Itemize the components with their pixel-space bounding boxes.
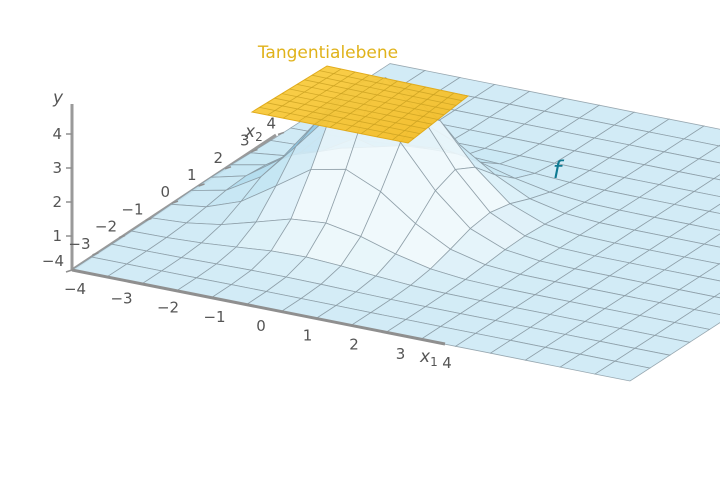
x1-axis-line xyxy=(71,268,446,346)
x1-tick-label: −2 xyxy=(157,299,179,317)
x1-tick-label: 3 xyxy=(396,345,406,363)
x2-tick-mark xyxy=(277,131,285,136)
x1-tick-label: 4 xyxy=(442,354,452,372)
x1-tick-label: −4 xyxy=(64,280,86,298)
tangent-plane-grid-line xyxy=(360,86,426,135)
x2-tick-mark xyxy=(92,252,99,256)
x1-tick-label: 2 xyxy=(349,336,359,354)
y-tick-label: 1 xyxy=(52,227,62,245)
x2-tick-mark xyxy=(198,183,205,187)
x2-tick-mark xyxy=(118,234,126,239)
x2-tick-label: 3 xyxy=(240,132,250,150)
tangent-plane-grid-line xyxy=(289,88,439,120)
x2-tick-label: 0 xyxy=(160,183,170,201)
x1-axis-title-main: x xyxy=(419,347,431,367)
surface-patch xyxy=(697,145,720,164)
x1-tick-label: 0 xyxy=(256,317,266,335)
tangent-plane-grid-line xyxy=(345,83,412,131)
tangent-plane-grid xyxy=(259,68,463,141)
x2-tick-label: 4 xyxy=(266,114,276,132)
x1-axis-ticks: −4 −3 −2 −1 0 1 2 3 4 xyxy=(64,280,452,372)
surface-patch xyxy=(708,203,720,214)
tangent-plane-grid-line xyxy=(319,70,463,102)
x2-tick-mark xyxy=(251,148,258,153)
y-axis-title: y xyxy=(52,88,64,108)
x2-axis-title-sub: 2 xyxy=(255,130,263,144)
x1-tick-label: −1 xyxy=(203,308,225,326)
x2-tick-label: −3 xyxy=(68,235,90,253)
x2-tick-label: −4 xyxy=(42,252,64,270)
tangent-plane-label: Tangentialebene xyxy=(257,43,398,63)
x2-tick-label: 2 xyxy=(213,149,223,167)
y-axis-ticks: 1 2 3 4 xyxy=(52,125,72,245)
tangent-plane-grid-line xyxy=(296,84,445,116)
y-tick-label: 3 xyxy=(52,159,62,177)
x2-tick-mark xyxy=(171,200,179,204)
tangent-plane-grid-line xyxy=(392,92,455,141)
tangent-plane xyxy=(250,65,470,144)
surface-patch xyxy=(594,360,651,382)
x1-axis-title: x1 xyxy=(419,347,438,369)
surface-patch xyxy=(698,263,720,282)
y-tick-label: 4 xyxy=(52,125,62,143)
x2-axis-title-main: x xyxy=(244,122,256,142)
x2-tick-mark xyxy=(65,269,73,273)
y-tick-label: 2 xyxy=(52,193,62,211)
x2-tick-label: −2 xyxy=(95,218,117,236)
x1-axis-title-sub: 1 xyxy=(430,355,438,369)
x2-axis-title: x2 xyxy=(244,122,263,144)
x2-tick-label: −1 xyxy=(121,200,143,218)
x1-tick-label: −3 xyxy=(110,289,132,307)
x2-tick-label: 1 xyxy=(187,166,197,184)
tangent-plane-grid-line xyxy=(376,89,441,138)
x1-tick-label: 1 xyxy=(303,326,313,344)
x2-tick-mark xyxy=(145,217,152,222)
x2-tick-mark xyxy=(224,166,232,170)
tangent-plane-grid-line xyxy=(311,74,457,106)
surface-patch xyxy=(703,233,720,248)
tangent-plane-grid-line xyxy=(304,79,451,111)
